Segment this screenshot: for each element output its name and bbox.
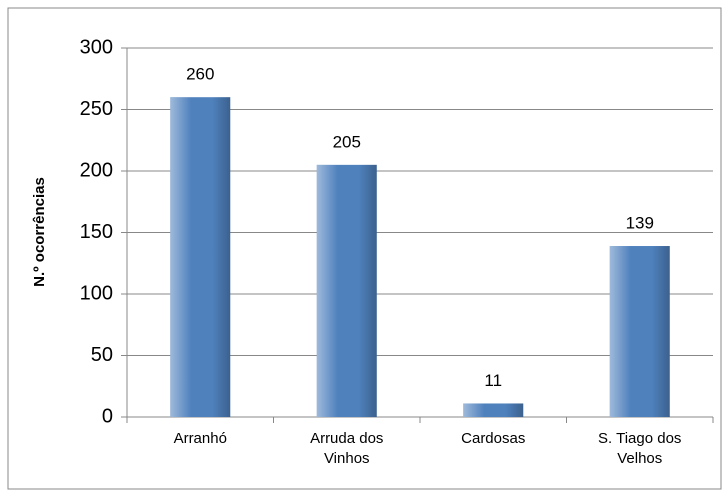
value-label: 139: [626, 214, 654, 233]
y-tick-label: 150: [80, 221, 113, 243]
y-tick-label: 250: [80, 98, 113, 120]
y-tick-label: 300: [80, 36, 113, 58]
y-tick-label: 0: [102, 405, 113, 427]
value-label: 260: [186, 65, 214, 84]
bar-shade: [316, 164, 377, 417]
value-label: 11: [484, 371, 502, 390]
y-tick-label: 100: [80, 282, 113, 304]
y-tick-label: 50: [91, 344, 113, 366]
x-tick-label: Cardosas: [461, 430, 526, 447]
x-tick-label: Arruda dos Vinhos: [310, 430, 384, 467]
value-label: 205: [333, 132, 361, 151]
x-tick-label: S. Tiago dos Velhos: [598, 430, 682, 467]
y-axis-label: N.º ocorrências: [31, 177, 48, 287]
bar-shade: [463, 403, 524, 417]
bar-shade: [170, 97, 231, 417]
y-tick-label: 200: [80, 159, 113, 181]
bar-shade: [609, 246, 670, 417]
x-tick-label: Arranhó: [173, 430, 227, 447]
